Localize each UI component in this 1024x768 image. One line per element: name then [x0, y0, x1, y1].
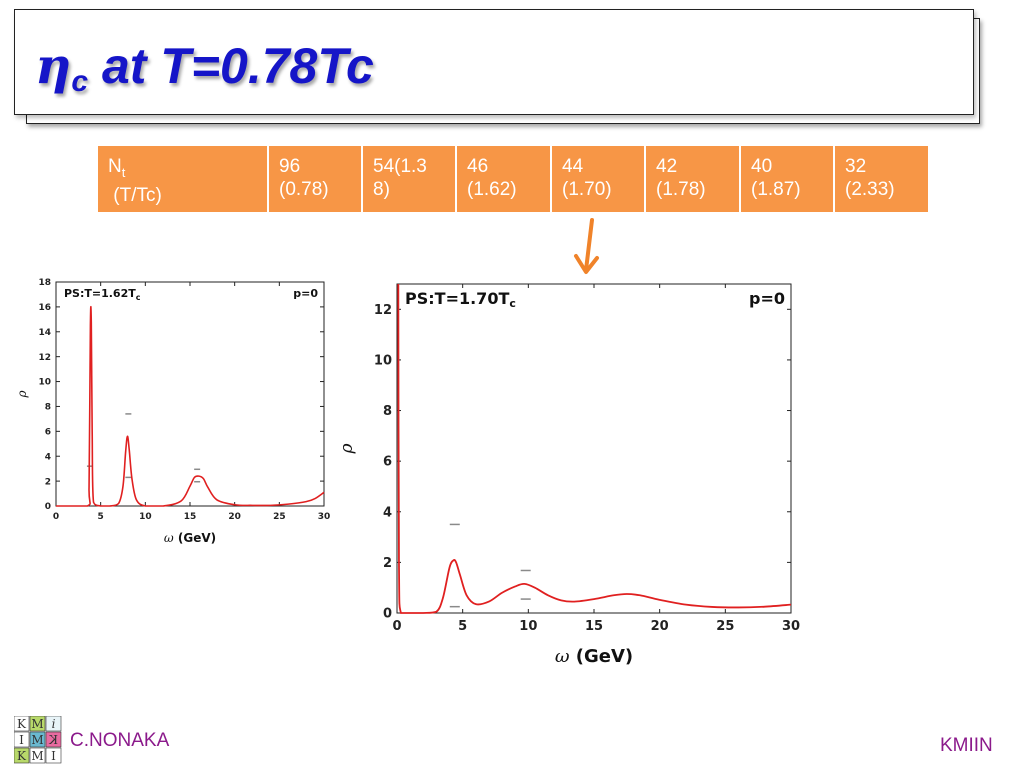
nt-label: N — [108, 156, 122, 177]
table-cell: 54(1.3 8) — [361, 146, 456, 212]
temperature-label: PS:T=1.62Tc — [64, 287, 141, 302]
logo-cell: I — [14, 731, 30, 748]
logo-letter: I — [19, 733, 24, 747]
x-tick-label: 20 — [228, 512, 241, 522]
cell-line1: 54(1.3 — [373, 156, 427, 177]
cell-line2: (0.78) — [279, 179, 329, 200]
cell-line1: 40 — [751, 156, 773, 177]
x-axis-label: ω (GeV) — [555, 646, 633, 667]
logo-letter: K — [48, 733, 58, 747]
y-tick-label: 10 — [374, 353, 392, 368]
table-cell: 40 (1.87) — [739, 146, 834, 212]
spectral-function-chart-1-62tc: 0 5 10 15 20 25 30 0 2 4 6 8 10 12 14 16 18 PS:T=1.62Tc p=… — [15, 278, 331, 545]
y-tick-label: 0 — [383, 607, 392, 622]
y-tick-label: 12 — [374, 303, 392, 318]
y-tick-label: 18 — [38, 278, 51, 288]
logo-letter: i — [52, 717, 56, 731]
momentum-label: p=0 — [749, 289, 785, 308]
logo-letter: M — [31, 717, 43, 731]
table-cell: 46 (1.62) — [455, 146, 551, 212]
table-cell: 96 (0.78) — [267, 146, 362, 212]
x-tick-label: 25 — [273, 512, 286, 522]
cell-line2: (1.70) — [562, 179, 612, 200]
title-frame: ηc at T=0.78Tc — [14, 9, 974, 115]
table-cell: 42 (1.78) — [644, 146, 740, 212]
table-cell: 44 (1.70) — [550, 146, 645, 212]
logo-cell: K — [14, 716, 30, 732]
table-header-cell: Nt (T/Tc) — [98, 146, 268, 212]
logo-letter: M — [31, 733, 43, 747]
y-tick-label: 8 — [45, 403, 51, 413]
cell-line2: (1.62) — [467, 179, 517, 200]
logo-cell: K — [45, 731, 62, 748]
pointer-arrow-icon — [574, 218, 599, 274]
table-row: Nt (T/Tc) 96 (0.78) 54(1.3 8) 46 (1.62) 44(… — [98, 146, 928, 212]
x-axis-label: ω (GeV) — [164, 531, 216, 545]
y-tick-label: 14 — [38, 328, 51, 338]
y-tick-label: 8 — [383, 404, 392, 419]
x-tick-label: 30 — [318, 512, 331, 522]
y-tick-label: 4 — [383, 505, 392, 520]
x-tick-label: 15 — [184, 512, 197, 522]
y-tick-label: 2 — [45, 477, 51, 487]
temperature-label: PS:T=1.70Tc — [405, 289, 516, 310]
logo-letter: I — [51, 749, 56, 763]
plot-frame — [396, 283, 792, 614]
y-tick-label: 10 — [38, 378, 51, 388]
title-subscript: c — [71, 65, 89, 98]
y-tick-label: 6 — [45, 427, 51, 437]
y-axis-label: ρ — [340, 444, 357, 455]
x-tick-label: 30 — [782, 619, 800, 634]
title-eta-symbol: η — [35, 36, 72, 95]
logo-letter: K — [17, 717, 27, 731]
cell-line2: (2.33) — [845, 179, 895, 200]
cell-line1: 32 — [845, 156, 867, 177]
nt-temperature-table: Nt (T/Tc) 96 (0.78) 54(1.3 8) 46 (1.62) 44(… — [98, 146, 928, 212]
author-name: C.NONAKA — [70, 730, 170, 751]
y-tick-label: 6 — [383, 455, 392, 470]
plot-frame — [55, 281, 325, 507]
nt-subscript: t — [121, 164, 126, 180]
x-tick-label: 5 — [98, 512, 104, 522]
institute-label: KMIIN — [940, 735, 993, 756]
x-tick-label: 0 — [53, 512, 59, 522]
y-tick-label: 0 — [45, 502, 51, 512]
logo-cell: M — [29, 731, 46, 748]
x-tick-label: 5 — [458, 619, 467, 634]
y-tick-label: 16 — [38, 303, 51, 313]
x-tick-label: 0 — [392, 619, 401, 634]
y-tick-label: 12 — [38, 353, 51, 363]
x-tick-label: 25 — [716, 619, 734, 634]
x-tick-label: 15 — [585, 619, 603, 634]
cell-line2: 8) — [373, 179, 390, 200]
logo-letter: K — [17, 749, 27, 763]
x-tick-label: 10 — [139, 512, 152, 522]
cell-line1: 46 — [467, 156, 489, 177]
y-tick-label: 2 — [383, 556, 392, 571]
logo-cell: K — [14, 747, 30, 764]
momentum-label: p=0 — [293, 287, 318, 300]
logo-cell: I — [45, 747, 62, 764]
spectral-curve-series-0 — [397, 283, 792, 614]
cell-line2: (1.78) — [656, 179, 706, 200]
cell-line1: 42 — [656, 156, 678, 177]
y-axis-label: ρ — [15, 390, 29, 398]
x-tick-label: 10 — [519, 619, 537, 634]
cell-line2: (1.87) — [751, 179, 801, 200]
logo-cell: M — [29, 716, 46, 732]
cell-line1: 96 — [279, 156, 301, 177]
logo-cell: i — [45, 716, 62, 732]
slide-title: ηc at T=0.78Tc — [35, 36, 374, 99]
table-cell: 32 (2.33) — [833, 146, 928, 212]
y-tick-label: 4 — [45, 452, 51, 462]
spectral-function-chart-1-70tc: 0 5 10 15 20 25 30 0 2 4 6 8 10 12 PS:T=1.70Tc p=0 ω (Ge… — [340, 283, 800, 667]
x-tick-label: 20 — [651, 619, 669, 634]
cell-line1: 44 — [562, 156, 584, 177]
spectral-curve-series-0 — [56, 305, 325, 507]
nt-unit-label: (T/Tc) — [108, 184, 162, 206]
logo-letter: M — [31, 749, 43, 763]
logo-cell: M — [29, 747, 46, 764]
title-text: at T=0.78Tc — [88, 38, 374, 94]
